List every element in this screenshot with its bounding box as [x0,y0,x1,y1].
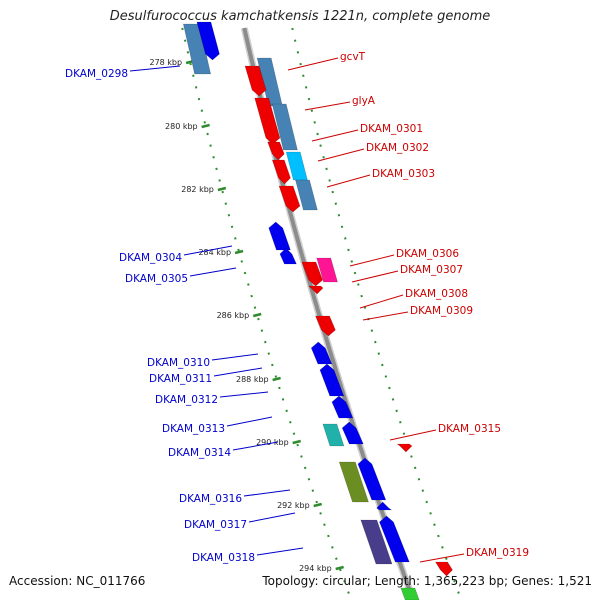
scale-tick [335,565,344,571]
reverse-gene-leader [189,267,237,277]
gene-block-blue [196,21,220,61]
scale-tick [292,439,301,445]
reverse-gene-label: DKAM_0318 [192,552,255,564]
gene-block-red [267,141,285,161]
scale-tick [234,249,244,255]
gene-block-olive [338,461,369,503]
gene-block-red [435,561,453,577]
gene-block-red [278,185,301,213]
gene-block-blue [310,341,333,365]
gene-block-teal [322,423,345,447]
gene-block-blue [331,395,354,419]
forward-gene-label: DKAM_0315 [438,423,501,435]
forward-gene-leader [359,294,404,309]
forward-gene-leader [287,57,339,71]
gene-block-red [307,285,324,295]
forward-gene-label: gcvT [340,51,366,63]
reverse-gene-label: DKAM_0305 [125,273,188,285]
outer-scale-ring [291,27,462,599]
reverse-gene-leader [256,547,304,556]
forward-gene-label: DKAM_0308 [405,288,468,300]
forward-gene-leader [389,429,437,441]
reverse-gene-label: DKAM_0316 [179,493,242,505]
reverse-gene-leader [219,391,269,398]
forward-gene-label: DKAM_0307 [400,264,463,276]
scale-tick [252,312,262,318]
forward-gene-leader [419,553,465,563]
gene-block-blue [279,247,297,265]
gene-block-blue [341,421,364,445]
gene-block-blue [268,221,291,251]
gene-block-slateblue [360,519,393,565]
map-title: Desulfurococcus kamchatkensis 1221n, com… [109,9,491,24]
gene-block-blue [319,363,345,397]
scale-tick-label: 292 kbp [277,501,310,510]
forward-gene-leader [362,311,409,321]
gene-block-red [396,443,413,453]
reverse-gene-leader [129,65,181,72]
gene-block-red [271,159,291,185]
forward-gene-leader [311,129,359,142]
reverse-gene-leader [248,512,296,523]
reverse-gene-label: DKAM_0311 [149,373,212,385]
gene-block-green [400,587,420,600]
scale-tick-label: 278 kbp [149,58,182,67]
gene-block-steelblue [271,103,298,151]
scale-tick-label: 294 kbp [299,564,332,573]
forward-gene-label: DKAM_0309 [410,305,473,317]
forward-gene-label: glyA [352,95,376,107]
reverse-gene-leader [183,245,233,256]
forward-gene-leader [351,270,399,283]
inner-scale-ring [181,27,352,599]
scale-tick-label: 284 kbp [198,248,231,257]
gene-block-steelblue [182,23,212,75]
gene-block-steelblue [295,179,318,211]
gene-block-pink [316,257,338,283]
scale-tick-label: 288 kbp [236,375,269,384]
reverse-gene-label: DKAM_0304 [119,252,182,264]
reverse-gene-leader [226,416,273,427]
gene-block-red [244,65,267,97]
forward-gene-label: DKAM_0301 [360,123,423,135]
accession-label: Accession: NC_011766 [9,574,146,588]
reverse-gene-label: DKAM_0313 [162,423,225,435]
gene-block-blue [379,515,410,563]
forward-gene-label: DKAM_0319 [466,547,529,559]
forward-gene-label: DKAM_0302 [366,142,429,154]
gene-block-red [315,315,336,337]
reverse-gene-label: DKAM_0298 [65,68,128,80]
forward-gene-leader [317,148,365,162]
reverse-gene-leader [213,367,263,377]
scale-tick-label: 280 kbp [165,122,198,131]
reverse-gene-leader [232,441,279,451]
scale-tick-label: 286 kbp [217,311,250,320]
reverse-gene-label: DKAM_0317 [184,519,247,531]
reverse-gene-label: DKAM_0312 [155,394,218,406]
reverse-gene-leader [243,489,291,497]
gene-block-blue [376,501,393,511]
scale-tick [272,376,281,382]
forward-gene-leader [349,254,395,267]
genome-summary: Topology: circular; Length: 1,365,223 bp… [262,574,592,588]
scale-tick [217,186,227,192]
gene-block-red [254,97,281,145]
reverse-gene-label: DKAM_0314 [168,447,231,459]
scale-tick-label: 282 kbp [181,185,214,194]
forward-gene-leader [304,101,351,111]
scale-tick [313,502,323,508]
gene-block-blue [357,457,387,501]
gene-block-red [301,261,324,287]
reverse-gene-label: DKAM_0310 [147,357,210,369]
forward-gene-label: DKAM_0303 [372,168,435,180]
reverse-gene-leader [211,353,259,361]
forward-gene-label: DKAM_0306 [396,248,459,260]
scale-tick [201,123,210,129]
forward-gene-leader [326,174,371,188]
